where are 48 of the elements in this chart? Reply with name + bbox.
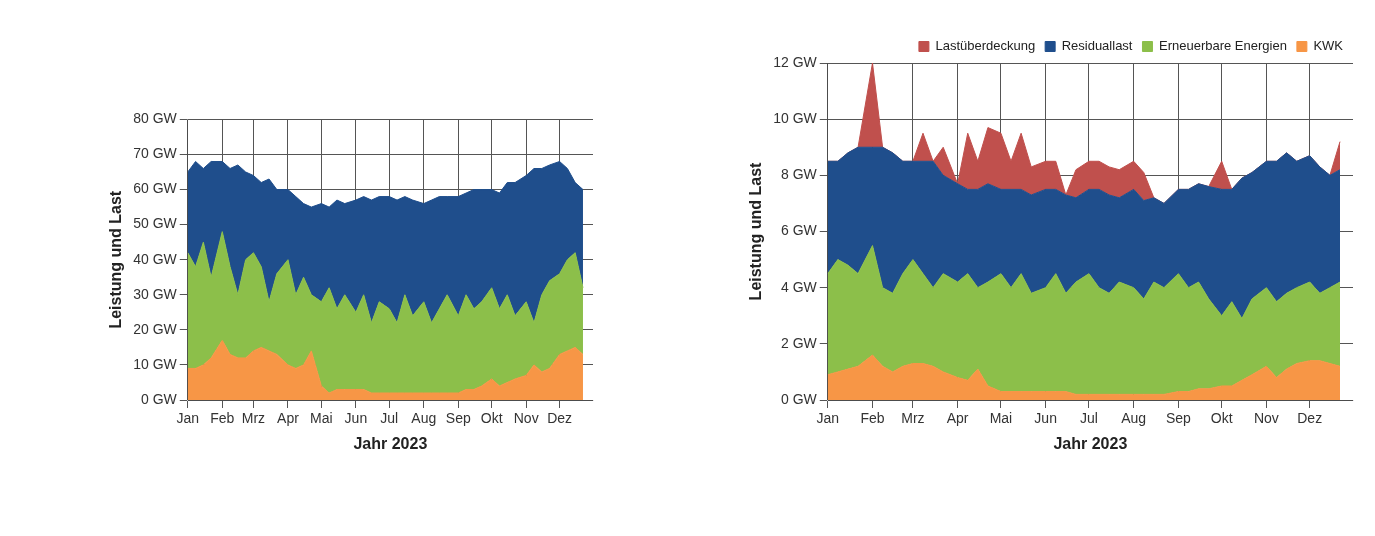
y-tick-label: 50 GW: [133, 215, 178, 232]
y-tick-label: 80 GW: [133, 110, 178, 127]
x-tick-label: Aug: [1121, 410, 1147, 427]
legend-label: Residuallast: [1061, 38, 1133, 54]
legend-label: Lastüberdeckung: [935, 38, 1036, 54]
x-tick-label: Mai: [989, 410, 1013, 427]
x-tick-label: Apr: [946, 410, 969, 427]
legend-label: KWK: [1313, 38, 1344, 54]
x-tick-label: Mrz: [901, 410, 925, 427]
y-tick-label: 4 GW: [780, 278, 818, 295]
y-tick-label: 0 GW: [140, 390, 178, 407]
x-tick-label: Mai: [310, 410, 333, 427]
x-tick-label: Sep: [445, 410, 471, 427]
y-tick-label: 6 GW: [780, 222, 818, 239]
y-axis-title: Leistung und Last: [107, 190, 125, 329]
x-tick-label: Aug: [411, 410, 437, 427]
x-tick-label: Okt: [1210, 410, 1233, 427]
x-tick-label: Jul: [1079, 410, 1098, 427]
x-tick-label: Nov: [513, 410, 539, 427]
y-tick-label: 30 GW: [133, 285, 178, 302]
x-axis-title: Jahr 2023: [1053, 434, 1128, 452]
x-tick-label: Feb: [860, 410, 885, 427]
x-tick-label: Jan: [816, 410, 840, 427]
y-tick-label: 20 GW: [133, 320, 178, 337]
y-tick-label: 10 GW: [133, 355, 178, 372]
x-tick-label: Nov: [1253, 410, 1279, 427]
x-tick-label: Mrz: [241, 410, 266, 427]
x-tick-label: Apr: [277, 410, 300, 427]
y-tick-label: 8 GW: [780, 166, 818, 183]
x-tick-label: Sep: [1165, 410, 1192, 427]
x-axis-title: Jahr 2023: [353, 434, 428, 452]
legend-label: Erneuerbare Energien: [1158, 38, 1287, 54]
y-tick-label: 70 GW: [133, 145, 178, 162]
y-tick-label: 40 GW: [133, 250, 178, 267]
y-tick-label: 60 GW: [133, 180, 178, 197]
y-tick-label: 10 GW: [773, 110, 818, 127]
x-tick-label: Feb: [210, 410, 235, 427]
y-tick-label: 12 GW: [773, 53, 818, 70]
y-tick-label: 0 GW: [780, 390, 818, 407]
x-tick-label: Dez: [547, 410, 573, 427]
x-tick-label: Dez: [1297, 410, 1323, 427]
x-tick-label: Jan: [176, 410, 200, 427]
x-tick-label: Okt: [480, 410, 503, 427]
y-axis-title: Leistung und Last: [747, 161, 765, 301]
x-tick-label: Jun: [1034, 410, 1057, 427]
x-tick-label: Jul: [380, 410, 399, 427]
x-tick-label: Jun: [344, 410, 368, 427]
y-tick-label: 2 GW: [780, 334, 818, 351]
